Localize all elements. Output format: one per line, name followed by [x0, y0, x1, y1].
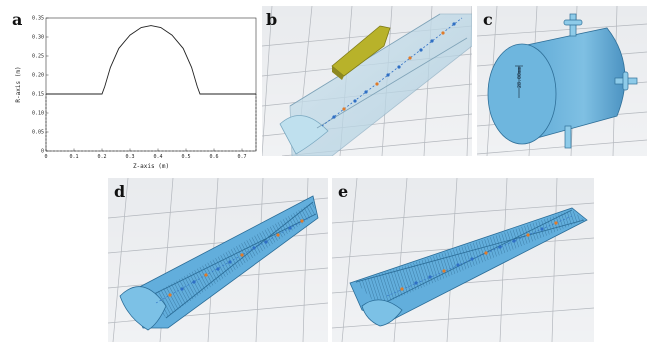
- x-tick-label: 0.6: [209, 154, 218, 160]
- half-cavity-coupler-render: [262, 6, 472, 156]
- x-axis-title: Z-axis (m): [133, 163, 169, 170]
- y-tick-label: 0.30: [32, 35, 44, 41]
- x-tick-label: 0.2: [97, 154, 106, 160]
- y-tick-label: 0.25: [32, 54, 44, 60]
- beam-markers-d: [168, 219, 304, 297]
- half-cavity-e-render: [332, 178, 594, 342]
- x-tick-label: 0.4: [153, 154, 162, 160]
- panel-b: b: [262, 6, 472, 156]
- y-axis-title: R-axis (m): [15, 66, 22, 102]
- cylinder-end-face: [487, 43, 557, 145]
- y-tick-label: 0.20: [32, 73, 44, 79]
- coupler-ports: [563, 13, 638, 149]
- panel-a: 0 0.1 0.2 0.3 0.4 0.5 0.6 0.7 0 0.05 0.10 0.15 0.20 0…: [6, 6, 259, 170]
- x-tick-label: 0: [44, 154, 47, 160]
- y-tick-label: 0.10: [32, 111, 44, 117]
- x-tick-label: 0.3: [125, 154, 134, 160]
- plot-frame: [45, 17, 257, 152]
- half-cavity-d-render: [108, 178, 328, 342]
- y-tick-label: 0.15: [32, 92, 44, 98]
- panel-label-d: d: [114, 182, 126, 201]
- x-tick-label: 0.1: [69, 154, 78, 160]
- full-cavity-render: 28.00mm: [477, 6, 647, 156]
- panel-label-a: a: [12, 10, 23, 29]
- panel-label-b: b: [266, 10, 278, 29]
- x-tick-label: 0.5: [181, 154, 190, 160]
- panel-d: d: [108, 178, 328, 342]
- y-tick-label: 0.05: [32, 130, 44, 136]
- beam-markers: [332, 22, 456, 119]
- beam-markers-e: [400, 221, 558, 291]
- panel-c: 28.00mm c: [477, 6, 647, 156]
- y-tick-label: 0: [41, 149, 44, 155]
- panel-label-c: c: [483, 10, 493, 29]
- profile-plot: 0 0.1 0.2 0.3 0.4 0.5 0.6 0.7 0 0.05 0.10 0.15 0.20 0…: [15, 16, 257, 170]
- x-tick-label: 0.7: [237, 154, 246, 160]
- dimension-label: 28.00mm: [517, 67, 523, 88]
- panel-e: e: [332, 178, 594, 342]
- y-tick-label: 0.35: [32, 16, 44, 22]
- cavity-profile-line: [46, 25, 256, 95]
- panel-label-e: e: [338, 182, 349, 201]
